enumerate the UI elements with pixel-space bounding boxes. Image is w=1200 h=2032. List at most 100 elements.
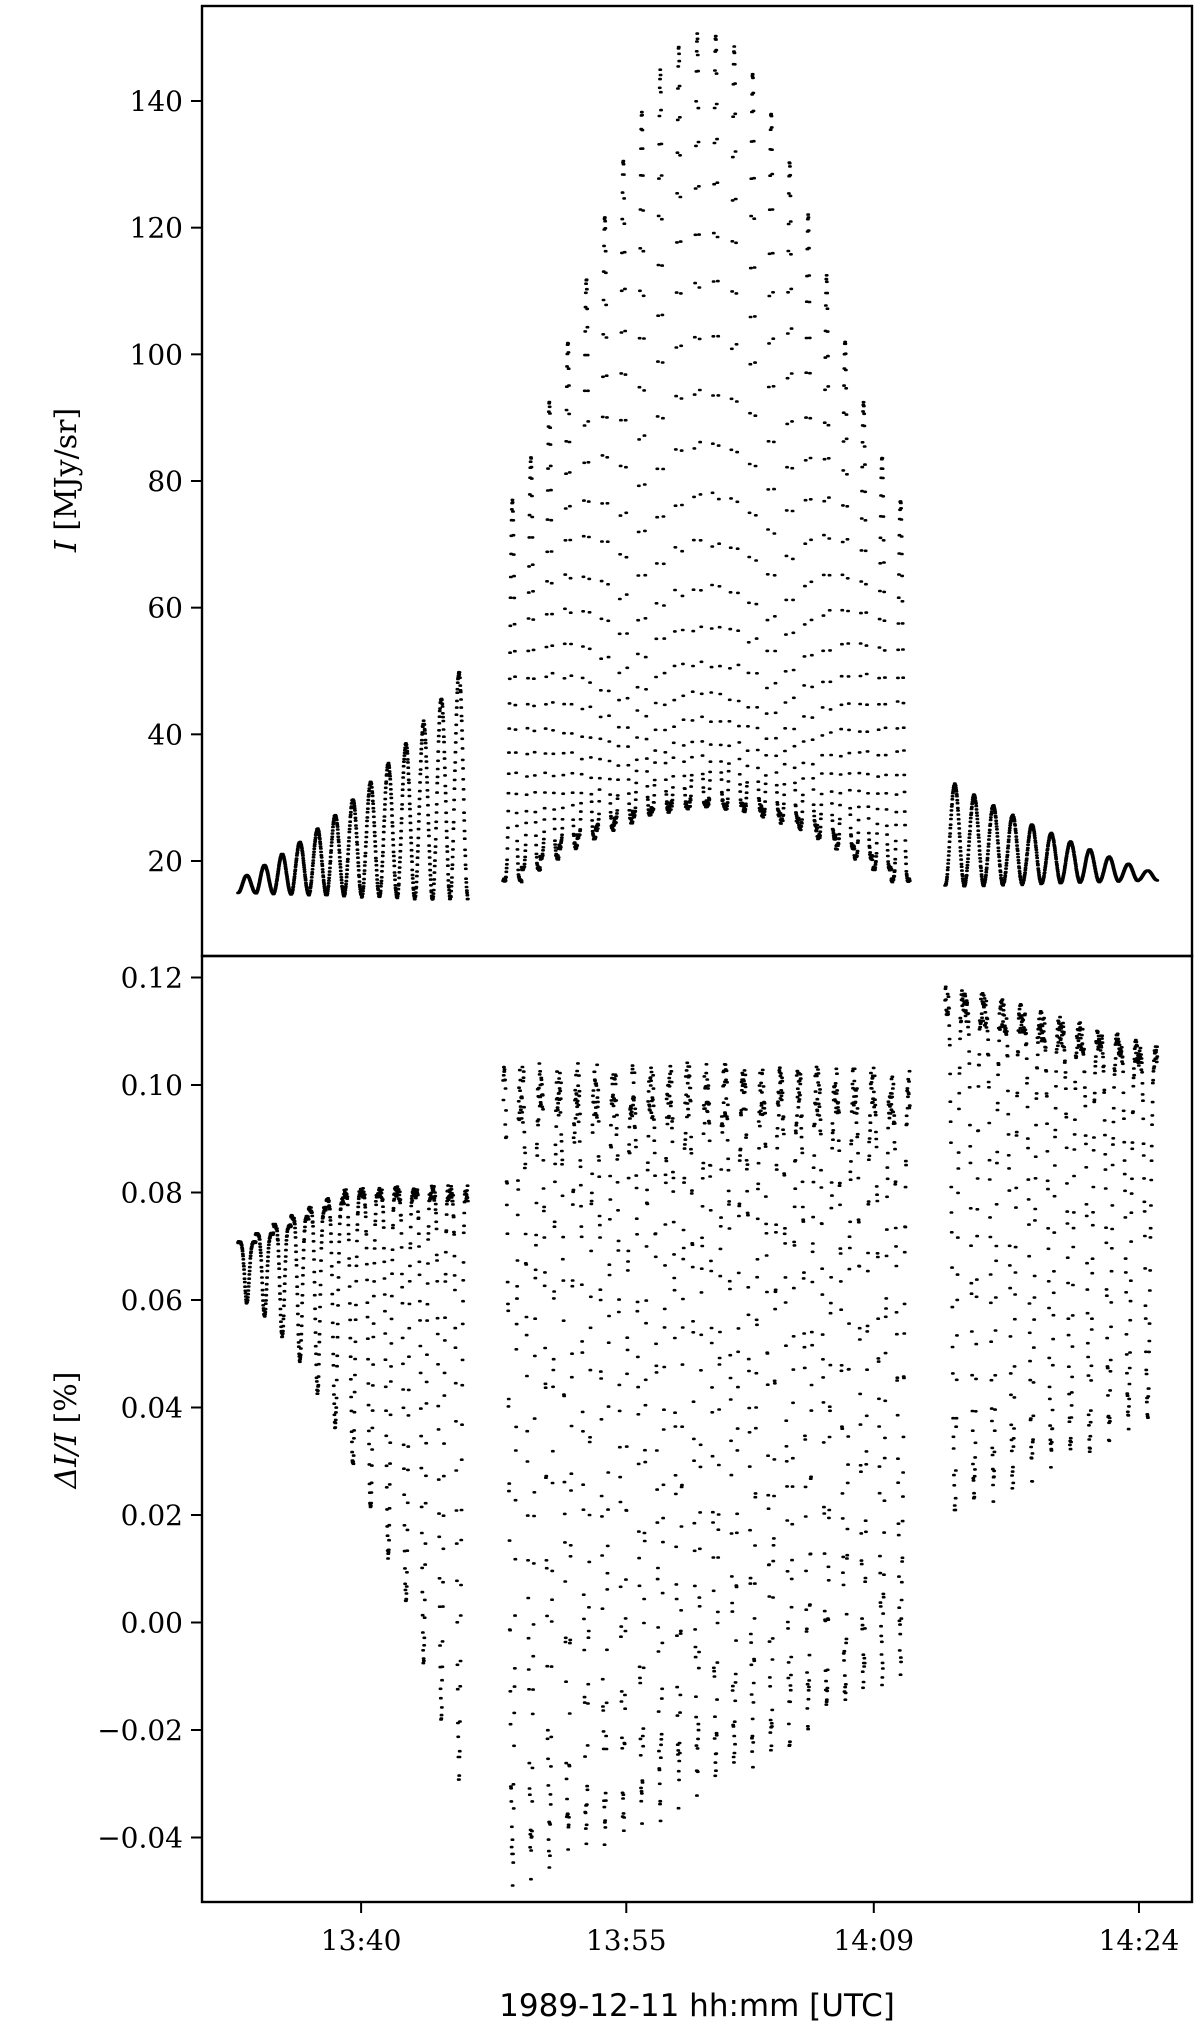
top-seg2-oscillation — [760, 112, 783, 819]
bottom-seg2-oscillation — [870, 1066, 894, 1687]
top-y-tick-label: 20 — [147, 845, 183, 878]
bottom-y-tick-label: 0.06 — [121, 1284, 183, 1317]
bottom-seg1-oscillation — [324, 1196, 346, 1430]
bottom-scatter-series — [236, 985, 1160, 1887]
bottom-seg2-oscillation — [778, 1069, 801, 1747]
x-ticks: 13:40 13:55 14:09 14:24 — [321, 1902, 1180, 1957]
top-y-axis-unit: [MJy/sr] — [49, 408, 84, 540]
bottom-seg2-oscillation — [519, 1062, 543, 1881]
top-seg2-oscillation — [686, 32, 709, 809]
bottom-panel: −0.04 −0.02 0.00 0.02 0.04 0.06 0.08 0.10 0.12 Δ… — [49, 954, 1194, 1904]
top-seg3-oscillation — [943, 782, 967, 888]
top-seg2-oscillation — [778, 161, 801, 825]
top-seg1-oscillation — [395, 742, 417, 900]
top-y-tick-label: 40 — [147, 718, 183, 751]
bottom-y-ticks: −0.04 −0.02 0.00 0.02 0.04 0.06 0.08 0.10 0.12 — [97, 962, 202, 1855]
top-seg1-oscillation — [377, 761, 400, 899]
top-seg1-oscillation — [289, 840, 311, 896]
bottom-y-tick-label: 0.04 — [121, 1392, 183, 1425]
bottom-seg1-oscillation — [377, 1186, 400, 1560]
top-seg2-oscillation — [741, 72, 764, 814]
bottom-seg1-oscillation — [271, 1222, 293, 1339]
bottom-y-axis-label: ΔI/I [%] — [49, 1372, 84, 1490]
top-y-tick-label: 140 — [130, 85, 183, 118]
top-seg1-oscillation — [342, 798, 364, 898]
bottom-seg3-oscillation — [962, 992, 986, 1500]
bottom-seg1-oscillation — [448, 1184, 470, 1781]
bottom-seg1-oscillation — [342, 1187, 364, 1466]
bottom-seg2-oscillation — [815, 1068, 838, 1706]
top-y-tick-label: 80 — [147, 465, 183, 498]
bottom-panel-frame — [200, 954, 1194, 1904]
bottom-seg2-oscillation — [833, 1067, 857, 1701]
top-seg1-oscillation — [430, 697, 453, 901]
bottom-seg1-oscillation — [306, 1205, 329, 1395]
bottom-seg3-oscillation — [1116, 1038, 1140, 1431]
top-seg2-oscillation — [649, 68, 672, 815]
bottom-seg3-oscillation — [1020, 1010, 1044, 1483]
x-tick-label: 14:24 — [1099, 1924, 1180, 1957]
bottom-y-axis-variable: ΔI/I — [49, 1432, 84, 1490]
top-y-axis-variable: I — [49, 539, 84, 553]
bottom-seg2-oscillation — [575, 1062, 598, 1846]
bottom-seg2-oscillation — [501, 1065, 524, 1887]
bottom-seg1-oscillation — [430, 1184, 453, 1721]
top-seg3-oscillation — [1078, 848, 1102, 884]
top-seg2-oscillation — [667, 45, 690, 811]
bottom-seg3-oscillation — [1058, 1021, 1083, 1451]
bottom-seg1-oscillation — [359, 1187, 382, 1509]
bottom-seg2-oscillation — [593, 1063, 616, 1846]
x-tick-label: 14:09 — [833, 1924, 914, 1957]
bottom-seg2-oscillation — [852, 1067, 875, 1690]
bottom-seg2-oscillation — [630, 1064, 653, 1825]
bottom-seg2-oscillation — [889, 1069, 912, 1676]
bottom-seg1-oscillation — [412, 1184, 435, 1665]
top-seg3-oscillation — [962, 793, 986, 888]
bottom-seg3-oscillation — [1097, 1032, 1121, 1443]
top-seg2-oscillation — [519, 456, 543, 872]
bottom-seg1-oscillation — [236, 1240, 258, 1305]
top-seg1-oscillation — [306, 827, 329, 897]
top-seg2-oscillation — [797, 213, 820, 833]
top-seg3-oscillation — [1058, 840, 1083, 884]
top-seg2-oscillation — [870, 456, 894, 872]
bottom-y-axis-unit: [%] — [49, 1372, 84, 1433]
bottom-seg3-oscillation — [943, 985, 967, 1512]
top-seg1-oscillation — [253, 863, 276, 895]
top-seg2-oscillation — [889, 500, 912, 884]
top-seg1-oscillation — [271, 852, 293, 896]
bottom-seg2-oscillation — [741, 1069, 764, 1769]
top-scatter-series — [236, 32, 1160, 901]
bottom-seg2-oscillation — [667, 1061, 690, 1810]
bottom-seg3-oscillation — [1078, 1026, 1102, 1453]
top-seg3-oscillation — [1039, 831, 1063, 885]
top-y-tick-label: 60 — [147, 592, 183, 625]
bottom-seg2-oscillation — [760, 1066, 783, 1752]
top-seg2-oscillation — [833, 340, 857, 851]
top-panel: 20 40 60 80 100 120 140 I [MJy/sr] — [49, 4, 1194, 958]
bottom-seg2-oscillation — [538, 1070, 561, 1869]
top-y-tick-label: 120 — [130, 212, 183, 245]
x-axis-label: 1989-12-11 hh:mm [UTC] — [499, 1988, 895, 2024]
bottom-y-tick-label: −0.02 — [97, 1714, 183, 1747]
top-seg1-oscillation — [324, 813, 346, 898]
top-seg2-oscillation — [575, 278, 598, 841]
bottom-seg1-oscillation — [289, 1213, 311, 1364]
bottom-seg2-oscillation — [704, 1063, 727, 1778]
bottom-seg1-oscillation — [395, 1185, 417, 1603]
top-seg3-oscillation — [1001, 813, 1025, 887]
top-seg1-oscillation — [359, 780, 382, 899]
top-seg2-oscillation — [538, 400, 561, 861]
bottom-seg2-oscillation — [649, 1066, 672, 1823]
top-seg3-oscillation — [1097, 855, 1121, 883]
bottom-seg3-oscillation — [1001, 1003, 1025, 1490]
top-seg1-oscillation — [448, 670, 470, 901]
bottom-seg2-oscillation — [797, 1065, 820, 1731]
bottom-seg2-oscillation — [686, 1065, 709, 1797]
top-seg2-oscillation — [630, 110, 653, 819]
top-seg3-oscillation — [1020, 823, 1044, 886]
top-seg3-oscillation — [981, 804, 1005, 887]
bottom-y-tick-label: 0.08 — [121, 1177, 183, 1210]
bottom-seg1-oscillation — [253, 1231, 276, 1318]
